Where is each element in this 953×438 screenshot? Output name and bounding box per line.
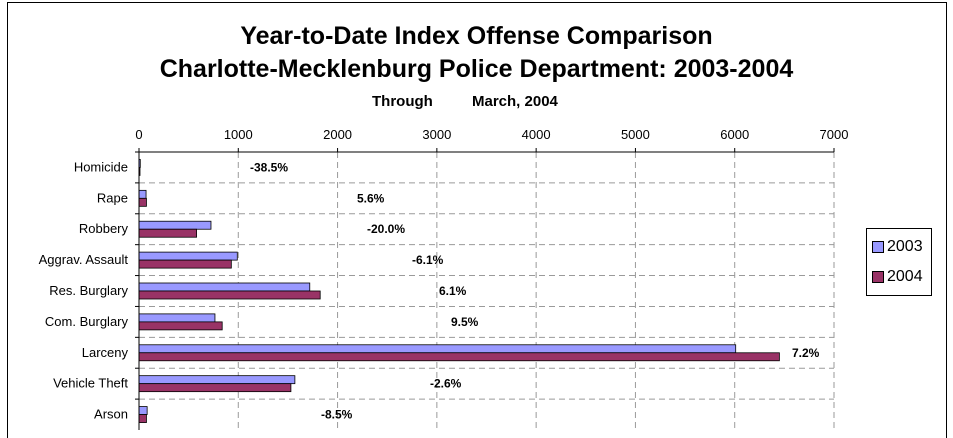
legend-item-2004: 2004 — [872, 267, 923, 287]
category-label: Homicide — [74, 159, 128, 174]
legend-swatch-2004 — [872, 271, 884, 283]
percent-change-label: -20.0% — [367, 222, 405, 236]
percent-change-label: 5.6% — [357, 191, 385, 205]
category-label: Aggrav. Assault — [39, 252, 129, 267]
legend-item-2003: 2003 — [872, 237, 923, 257]
x-tick-label: 2000 — [323, 127, 352, 142]
bar-2003-arson — [138, 406, 148, 415]
x-tick-label: 1000 — [224, 127, 253, 142]
legend: 2003 2004 — [866, 228, 932, 296]
bar-2003-vehicle-theft — [138, 375, 296, 385]
percent-change-label: -38.5% — [250, 160, 288, 174]
bar-2003-aggrav-assault — [138, 251, 238, 261]
percent-change-label: 6.1% — [439, 284, 467, 298]
percent-change-label: -6.1% — [412, 253, 444, 267]
bar-2004-aggrav-assault — [138, 259, 232, 269]
labels: 0 1000 2000 3000 4000 5000 6000 7000 Homicide -38… — [39, 127, 849, 422]
legend-label-2004: 2004 — [887, 268, 923, 285]
percent-change-label: 9.5% — [451, 315, 479, 329]
bar-2004-res-burglary — [138, 290, 321, 300]
bar-2003-larceny — [138, 344, 737, 354]
bar-2003-res-burglary — [138, 282, 311, 292]
legend-swatch-2003 — [872, 241, 884, 253]
category-label: Rape — [97, 190, 128, 205]
x-tick-label: 6000 — [720, 127, 749, 142]
bar-2004-rape — [138, 197, 147, 207]
legend-label-2003: 2003 — [887, 238, 923, 255]
category-label: Larceny — [82, 345, 129, 360]
bar-2004-robbery — [138, 228, 197, 238]
x-tick-label: 7000 — [820, 127, 849, 142]
bar-2003-com-burglary — [138, 313, 216, 323]
x-tick-label: 5000 — [621, 127, 650, 142]
bar-2004-arson — [138, 414, 147, 423]
bar-2004-com-burglary — [138, 321, 223, 331]
through-date: March, 2004 — [472, 93, 558, 110]
percent-change-label: -8.5% — [321, 408, 353, 422]
bar-2004-vehicle-theft — [138, 383, 292, 393]
x-tick-label: 0 — [135, 127, 142, 142]
category-label: Res. Burglary — [49, 283, 128, 298]
category-label: Arson — [94, 407, 128, 422]
percent-change-label: 7.2% — [792, 346, 820, 360]
category-label: Robbery — [79, 221, 129, 236]
category-label: Vehicle Theft — [53, 376, 128, 391]
chart-title: Year-to-Date Index Offense Comparison — [240, 22, 713, 50]
chart-frame — [7, 2, 947, 438]
bar-2003-rape — [138, 189, 147, 199]
x-tick-label: 4000 — [522, 127, 551, 142]
x-tick-label: 3000 — [422, 127, 451, 142]
percent-change-label: -2.6% — [430, 377, 462, 391]
chart-subtitle: Charlotte-Mecklenburg Police Department:… — [159, 55, 794, 83]
axes — [135, 148, 835, 430]
category-label: Com. Burglary — [45, 314, 129, 329]
bar-2003-robbery — [138, 220, 212, 230]
through-label: Through — [372, 93, 433, 110]
bar-2004-larceny — [138, 352, 780, 362]
